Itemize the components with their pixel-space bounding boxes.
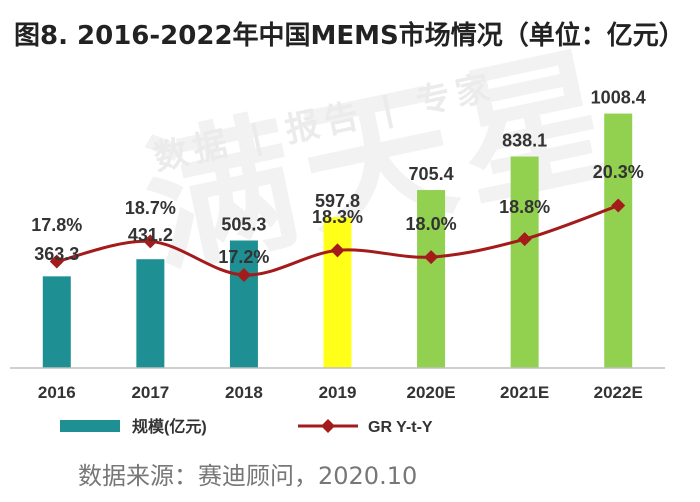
bar-2020E <box>417 190 446 368</box>
x-tick-label-2017: 2017 <box>131 383 169 402</box>
growth-marker-2022E <box>611 198 626 213</box>
bar-value-label-2017: 431.2 <box>128 225 173 245</box>
legend-line-marker <box>321 419 335 433</box>
growth-label-2022E: 20.3% <box>593 162 644 182</box>
legend-line-label: GR Y-t-Y <box>368 419 433 436</box>
bar-value-label-2021E: 838.1 <box>502 131 547 151</box>
bar-value-label-2022E: 1008.4 <box>591 88 646 108</box>
chart-title: 图8. 2016-2022年中国MEMS市场情况（单位：亿元） <box>14 21 685 51</box>
bar-value-label-2016: 363.3 <box>34 244 79 264</box>
growth-marker-2017 <box>143 234 158 249</box>
growth-marker-2021E <box>517 232 532 247</box>
growth-marker-2018 <box>236 268 251 282</box>
growth-label-2018: 17.2% <box>218 247 269 267</box>
growth-label-2019: 18.3% <box>312 207 363 227</box>
source-note: 数据来源：赛迪顾问，2020.10 <box>78 462 418 490</box>
bar-2017 <box>136 259 165 368</box>
bar-2018 <box>229 240 258 368</box>
growth-label-2017: 18.7% <box>125 198 176 218</box>
growth-marker-2020E <box>424 250 439 265</box>
growth-label-2021E: 18.8% <box>499 197 550 217</box>
legend-bar-label: 规模(亿元) <box>132 417 207 436</box>
x-tick-label-2016: 2016 <box>38 383 76 402</box>
growth-marker-2019 <box>330 243 345 258</box>
x-tick-label-2018: 2018 <box>225 383 263 402</box>
bar-value-label-2018: 505.3 <box>221 215 266 235</box>
bar-2019 <box>323 217 352 368</box>
x-tick-label-2021E: 2021E <box>500 383 549 402</box>
growth-label-2016: 17.8% <box>31 215 82 235</box>
x-tick-label-2019: 2019 <box>319 383 357 402</box>
legend-bar-swatch <box>60 420 120 432</box>
growth-marker-2016 <box>49 254 64 269</box>
x-tick-label-2020E: 2020E <box>406 383 455 402</box>
growth-label-2020E: 18.0% <box>406 214 457 234</box>
bar-2021E <box>510 156 539 368</box>
bar-value-label-2020E: 705.4 <box>409 164 454 184</box>
bar-value-label-2019: 597.8 <box>315 191 360 211</box>
x-tick-label-2022E: 2022E <box>594 383 643 402</box>
bar-2016 <box>42 276 71 368</box>
bar-2022E <box>604 113 633 368</box>
